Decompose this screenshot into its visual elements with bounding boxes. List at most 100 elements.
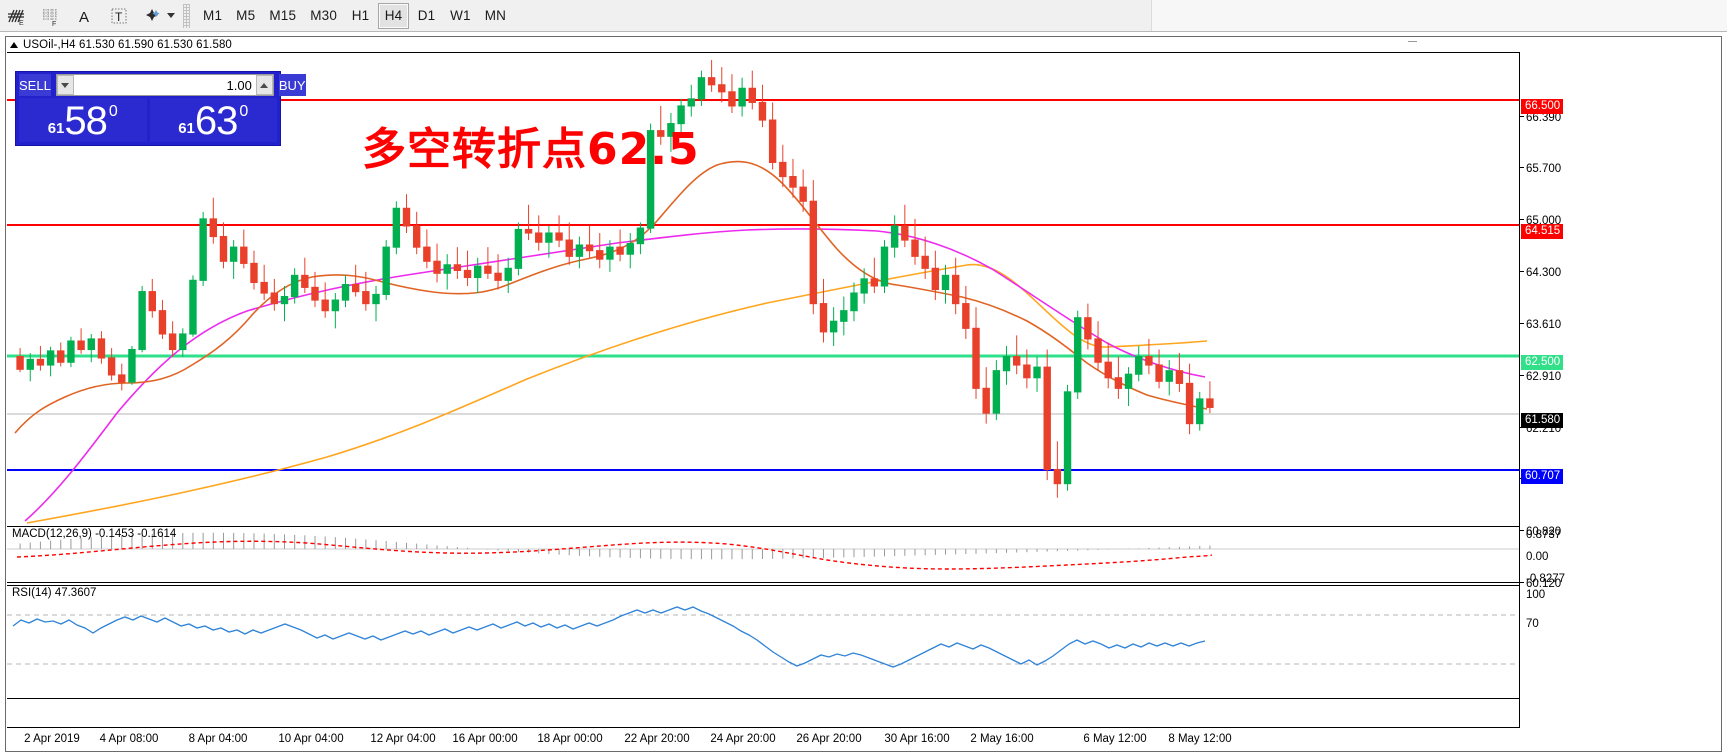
chart-header: USOil-,H4 61.530 61.590 61.530 61.580 [6,37,1721,52]
time-axis-label: 22 Apr 20:00 [624,733,690,745]
price-tick-label: 62.910 [1526,371,1562,383]
time-axis-label: 26 Apr 20:00 [796,733,862,745]
rsi-pane[interactable]: RSI(14) 47.3607 [7,585,1520,699]
macd-pane[interactable]: MACD(12,26,9) -0.1453 -0.1614 [7,526,1520,583]
price-tag-resistance-mid[interactable]: 64.515 [1521,224,1564,239]
price-tick-label: 60.120 [1526,578,1562,590]
timeframe-mn[interactable]: MN [484,8,507,23]
price-tick-label: 60.820 [1526,526,1562,538]
volume-decrement-button[interactable] [56,75,74,95]
rsi-chart-svg [7,606,1520,668]
price-chart-svg [7,60,1520,524]
macd-label: MACD(12,26,9) -0.1453 -0.1614 [12,528,177,540]
time-axis-label: 16 Apr 00:00 [452,733,518,745]
price-tag-last-price[interactable]: 61.580 [1521,413,1564,428]
toolbar-grip[interactable] [183,3,190,28]
chart-annotation-text: 多空转折点62.5 [362,124,700,175]
rsi-tick: 100 [1526,589,1546,601]
price-tag-support[interactable]: 60.707 [1521,469,1564,484]
rsi-label: RSI(14) 47.3607 [12,587,97,599]
time-axis-label: 12 Apr 04:00 [370,733,436,745]
time-axis-label: 8 Apr 04:00 [188,733,248,745]
timeframe-m1[interactable]: M1 [203,8,223,23]
chart-symbol-ohlc-label: USOil-,H4 61.530 61.590 61.530 61.580 [23,38,232,51]
trade-panel-prices: 61 58 0 61 63 0 [16,98,280,145]
svg-text:F: F [52,21,56,28]
time-axis-label: 10 Apr 04:00 [278,733,344,745]
svg-text:T: T [115,10,123,24]
timeframe-h4[interactable]: H4 [378,2,410,29]
time-axis[interactable]: 2 Apr 2019 4 Apr 08:00 8 Apr 04:00 10 Ap… [7,727,1520,751]
svg-text:E: E [19,20,24,27]
macd-histogram [19,532,1211,560]
price-tag-resistance-upper[interactable]: 66.500 [1521,99,1564,114]
sell-price-cell[interactable]: 61 58 0 [19,98,147,142]
buy-price-cell[interactable]: 61 63 0 [149,98,277,143]
price-tick-label: 65.700 [1526,163,1562,175]
timeframe-h1[interactable]: H1 [351,8,370,23]
price-tick-label: 66.390 [1526,112,1562,124]
buy-price-main: 63 [194,99,238,143]
macd-tick: 0.8737 [1526,529,1562,541]
window-minimize-icon[interactable] [1405,37,1421,46]
objects-icon[interactable] [136,1,170,31]
time-axis-label: 4 Apr 08:00 [99,733,159,745]
price-tick-label: 64.300 [1526,267,1562,279]
chart-window: USOil-,H4 61.530 61.590 61.530 61.580 [5,36,1722,752]
ma-slow-line [26,263,1208,524]
timeframe-d1[interactable]: D1 [417,8,436,23]
price-tag-pivot[interactable]: 62.500 [1521,355,1564,370]
timeframe-m5[interactable]: M5 [236,8,256,23]
macd-signal-line [16,540,1213,570]
price-tick: 60.120 [1520,578,1561,590]
time-axis-label: 18 Apr 00:00 [537,733,603,745]
candle-series [16,60,1214,498]
buy-price-prefix: 61 [178,120,195,137]
macd-tick: -0.8277 [1526,573,1566,585]
price-tick-label: 63.610 [1526,319,1562,331]
macd-chart-svg [7,532,1520,570]
timeframe-m30[interactable]: M30 [310,8,338,23]
toolbar: E F A T [0,0,1727,32]
sell-button[interactable]: SELL [19,74,51,96]
price-tick: 64.300 [1520,267,1561,279]
timeframe-w1[interactable]: W1 [450,8,471,23]
text-icon[interactable]: A [68,1,102,31]
buy-button[interactable]: BUY [278,74,306,96]
trade-panel-top-row: SELL BUY [16,72,306,98]
indicators-icon[interactable]: E [0,1,34,31]
price-tick: 63.610 [1520,319,1561,331]
time-axis-label: 24 Apr 20:00 [710,733,776,745]
chart-collapse-icon[interactable] [10,41,18,48]
timeframe-m15[interactable]: M15 [269,8,297,23]
time-axis-label: 2 May 16:00 [970,733,1034,745]
price-tick: 60.820 [1520,526,1561,538]
sell-price-pip: 0 [108,103,118,120]
volume-field[interactable] [55,74,274,96]
toolbar-empty-area [1151,0,1727,31]
sell-price-main: 58 [64,99,107,143]
objects-dropdown-arrow[interactable] [167,13,175,18]
price-pane[interactable]: SELL BUY 61 58 0 [7,52,1520,525]
volume-increment-button[interactable] [255,75,273,95]
rsi-line [12,606,1206,668]
time-axis-label: 8 May 12:00 [1168,733,1232,745]
price-tick: 66.390 [1520,112,1561,124]
price-tick: 65.700 [1520,163,1561,175]
text-label-icon[interactable]: T [102,1,136,31]
grid-icon[interactable]: F [34,1,68,31]
sell-price-prefix: 61 [47,120,65,137]
buy-price-pip: 0 [239,103,249,120]
volume-input[interactable] [73,75,256,95]
rsi-tick: 70 [1526,618,1539,630]
price-tick: 62.910 [1520,371,1561,383]
svg-text:A: A [79,9,89,26]
time-axis-label: 2 Apr 2019 [24,733,80,745]
macd-tick: 0.00 [1526,551,1549,563]
price-scale[interactable]: 66.390 65.700 65.000 64.300 63.610 62.91… [1519,52,1721,737]
time-axis-label: 30 Apr 16:00 [884,733,950,745]
time-axis-label: 6 May 12:00 [1083,733,1147,745]
one-click-trading-panel[interactable]: SELL BUY 61 58 0 [15,71,306,146]
ma-mid-line [24,228,1206,522]
